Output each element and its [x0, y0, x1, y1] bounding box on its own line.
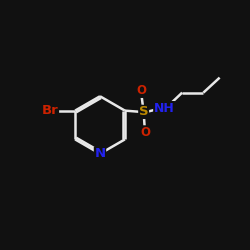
Text: Br: Br — [42, 104, 58, 117]
Text: O: O — [136, 84, 146, 97]
Text: O: O — [140, 126, 150, 139]
Text: S: S — [139, 106, 148, 118]
Text: N: N — [94, 147, 106, 160]
Text: NH: NH — [154, 102, 174, 114]
